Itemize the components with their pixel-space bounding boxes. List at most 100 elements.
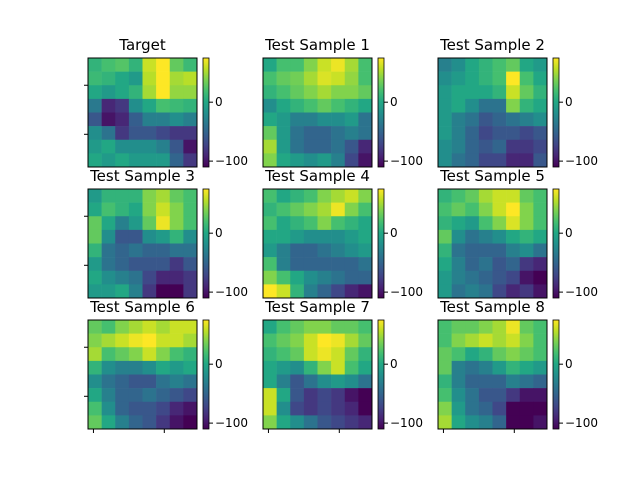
heatmap-cell	[358, 85, 373, 100]
heatmap-cell	[115, 333, 130, 348]
heatmap-cell	[101, 229, 116, 244]
heatmap-cell	[465, 347, 480, 362]
heatmap-cell	[344, 71, 359, 86]
heatmap-cell	[478, 333, 493, 348]
heatmap-cell	[331, 126, 346, 141]
heatmap-cell	[519, 257, 534, 272]
heatmap-cell	[492, 270, 507, 285]
heatmap-cell	[290, 153, 305, 168]
heatmap-cell	[451, 216, 466, 231]
heatmap-cell	[169, 257, 184, 272]
heatmap-cell	[438, 243, 452, 258]
heatmap-cell	[358, 243, 373, 258]
heatmap-cell	[303, 229, 318, 244]
colorbar-tick-label: 0	[390, 357, 398, 371]
heatmap-cell	[88, 139, 102, 154]
heatmap-cell	[478, 112, 493, 127]
heatmap-cell	[169, 71, 184, 86]
heatmap-cell	[519, 284, 534, 299]
heatmap-cell	[263, 126, 277, 141]
heatmap-cell	[519, 270, 534, 285]
colorbar-tick-label: −100	[565, 154, 598, 168]
heatmap-cell	[128, 270, 143, 285]
colorbar-tick-label: −100	[215, 285, 248, 299]
heatmap-cell	[344, 112, 359, 127]
heatmap-cell	[358, 401, 373, 416]
heatmap-cell	[169, 333, 184, 348]
heatmap-cell	[101, 320, 116, 334]
heatmap-cell	[344, 333, 359, 348]
heatmap-cell	[492, 98, 507, 113]
heatmap-cell	[263, 333, 277, 348]
heatmap-cell	[276, 333, 291, 348]
heatmap-cell	[438, 58, 452, 72]
heatmap-cell	[142, 257, 157, 272]
heatmap-cell	[290, 333, 305, 348]
colorbar-tick-label: 0	[390, 226, 398, 240]
heatmap-cell	[169, 153, 184, 168]
heatmap-cell	[317, 320, 332, 334]
heatmap-cell	[169, 374, 184, 389]
heatmap-cell	[128, 58, 143, 72]
heatmap-cell	[303, 257, 318, 272]
heatmap-cell	[478, 202, 493, 217]
heatmap-cell	[303, 360, 318, 375]
heatmap-cell	[115, 360, 130, 375]
heatmap-cell	[169, 85, 184, 100]
heatmap-cell	[276, 98, 291, 113]
colorbar-tick-label: −100	[565, 416, 598, 430]
heatmap-cell	[303, 284, 318, 299]
colorbar	[377, 57, 385, 168]
heatmap-cell	[101, 202, 116, 217]
heatmap-cell	[290, 284, 305, 299]
heatmap-cell	[451, 139, 466, 154]
heatmap-cell	[331, 257, 346, 272]
heatmap-cell	[88, 388, 102, 403]
heatmap-cell	[276, 153, 291, 168]
colorbar	[202, 188, 210, 299]
heatmap-cell	[101, 360, 116, 375]
heatmap-cell	[101, 216, 116, 231]
heatmap-cell	[506, 153, 521, 168]
axes-frame	[437, 319, 548, 430]
heatmap-cell	[478, 85, 493, 100]
heatmap-cell	[290, 139, 305, 154]
heatmap-cell	[533, 139, 548, 154]
heatmap-cell	[492, 58, 507, 72]
heatmap-cell	[331, 216, 346, 231]
heatmap-cell	[344, 189, 359, 203]
heatmap-cell	[506, 415, 521, 430]
heatmap-cell	[317, 112, 332, 127]
heatmap-panel: Test Sample 2 0 −100	[437, 36, 598, 168]
heatmap-cell	[344, 243, 359, 258]
heatmap-cell	[317, 270, 332, 285]
heatmap-cell	[438, 139, 452, 154]
heatmap-cell	[276, 243, 291, 258]
heatmap-cell	[169, 202, 184, 217]
heatmap-cell	[101, 139, 116, 154]
colorbar-tick-label: −100	[390, 154, 423, 168]
heatmap-cell	[344, 153, 359, 168]
heatmap-cell	[317, 257, 332, 272]
heatmap-cell	[303, 401, 318, 416]
heatmap-cell	[465, 284, 480, 299]
heatmap-cell	[451, 126, 466, 141]
heatmap-cell	[533, 229, 548, 244]
heatmap-cell	[331, 153, 346, 168]
heatmap-cell	[142, 153, 157, 168]
heatmap-cell	[331, 320, 346, 334]
heatmap-cell	[358, 216, 373, 231]
heatmap-cell	[156, 85, 171, 100]
heatmap-cell	[465, 360, 480, 375]
heatmap-cell	[331, 229, 346, 244]
heatmap-cell	[263, 58, 277, 72]
heatmap-cell	[169, 320, 184, 334]
heatmap-cell	[263, 388, 277, 403]
heatmap-cell	[303, 388, 318, 403]
heatmap-cell	[169, 216, 184, 231]
heatmap-cell	[142, 320, 157, 334]
heatmap-cell	[331, 112, 346, 127]
heatmap-cell	[183, 153, 198, 168]
heatmap-cell	[478, 374, 493, 389]
heatmap-cell	[183, 98, 198, 113]
